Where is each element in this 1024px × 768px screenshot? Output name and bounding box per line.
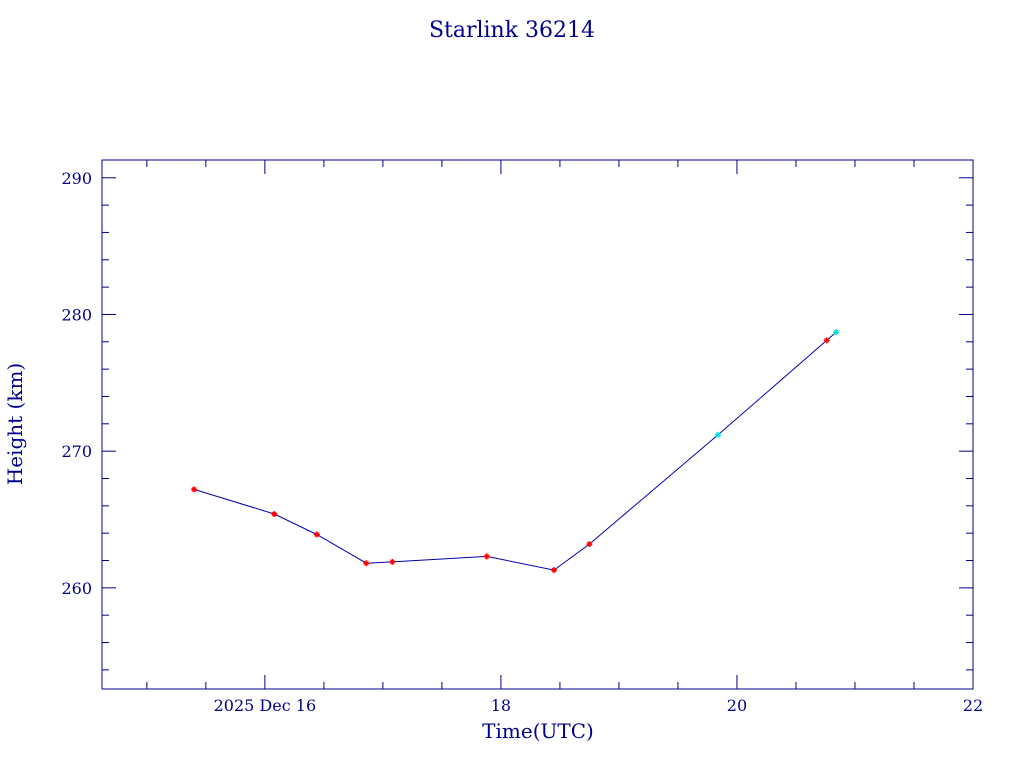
data-point [833, 329, 840, 336]
data-point [715, 431, 722, 438]
axis-ticks [102, 160, 974, 689]
series-lines [193, 331, 837, 571]
y-tick-label: 260 [61, 579, 92, 598]
y-tick-label: 270 [61, 442, 92, 461]
data-point [586, 541, 593, 548]
data-point [313, 531, 320, 538]
y-tick-label: 290 [61, 169, 92, 188]
y-axis-label: Height (km) [3, 363, 27, 485]
x-tick-label: 18 [491, 696, 511, 715]
data-point [363, 560, 370, 567]
data-point [389, 558, 396, 565]
y-tick-label: 280 [61, 305, 92, 324]
data-point [483, 553, 490, 560]
x-tick-label: 2025 Dec 16 [214, 696, 317, 715]
series-line [193, 331, 837, 571]
plot-frame [101, 159, 974, 690]
data-point [551, 567, 558, 574]
data-point [191, 486, 198, 493]
x-tick-label: 20 [727, 696, 747, 715]
x-tick-label: 22 [963, 696, 983, 715]
x-axis-label: Time(UTC) [482, 719, 594, 743]
chart-title: Starlink 36214 [429, 18, 595, 43]
data-point [271, 511, 278, 518]
tick-labels: 260 270 280 290 2025 Dec 16 18 20 22 [61, 169, 983, 715]
data-point [823, 337, 830, 344]
data-markers [191, 329, 840, 574]
